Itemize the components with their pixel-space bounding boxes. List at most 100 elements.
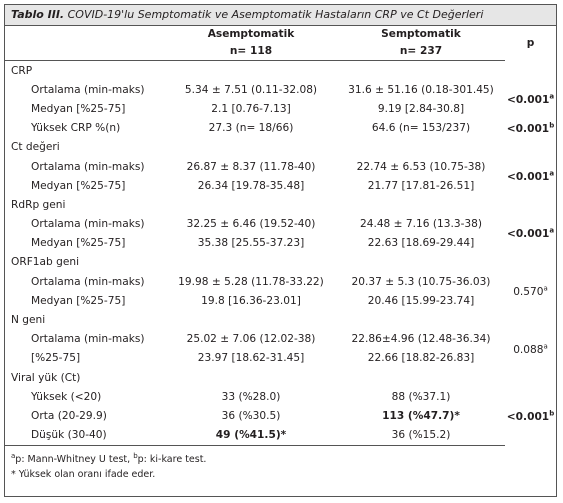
p-value: <0.001a	[506, 92, 555, 107]
cell: 9.19 [2.84-30.8]	[377, 102, 465, 115]
cell: 22.74 ± 6.53 (10.75-38)	[356, 160, 486, 173]
row-label: Ortalama (min-maks)	[31, 218, 145, 231]
row-label: Medyan [%25-75]	[31, 237, 126, 250]
cell: 22.86±4.96 (12.48-36.34)	[351, 333, 491, 346]
title-text: COVID-19'lu Semptomatik ve Asemptomatik …	[67, 8, 484, 21]
row-label: Yüksek CRP %(n)	[31, 122, 121, 135]
cell: 64.6 (n= 153/237)	[371, 122, 471, 135]
cell: 22.66 [18.82-26.83]	[367, 352, 475, 365]
p-cell: 0.088a	[505, 330, 556, 368]
row-label: Medyan [%25-75]	[31, 294, 126, 307]
data-row: Düşük (30-40) 49 (%41.5)* 36 (%15.2)	[5, 425, 556, 446]
section-row: Ct değeri	[5, 138, 556, 157]
data-row: [%25-75] 23.97 [18.62-31.45] 22.66 [18.82-…	[5, 349, 556, 368]
section-row: CRP	[5, 61, 556, 81]
p-value: 0.088a	[513, 342, 548, 356]
row-label: Ortalama (min-maks)	[31, 83, 145, 96]
p-cell: <0.001a	[505, 80, 556, 118]
row-label: Ortalama (min-maks)	[31, 160, 145, 173]
p-sup: a	[549, 169, 555, 178]
cell: 26.34 [19.78-35.48]	[197, 179, 305, 192]
cell: 31.6 ± 51.16 (0.18-301.45)	[348, 83, 494, 96]
col-header: Asemptomatik	[207, 28, 295, 40]
cell: 27.3 (n= 18/66)	[208, 122, 294, 135]
cell: 5.34 ± 7.51 (0.11-32.08)	[184, 83, 318, 96]
data-row: Ortalama (min-maks) 25.02 ± 7.06 (12.02-3…	[5, 330, 556, 355]
cell: 36 (%15.2)	[337, 425, 505, 446]
row-label: Medyan [%25-75]	[31, 179, 126, 192]
footnote-text: * Yüksek olan oranı ifade eder.	[11, 468, 156, 480]
p-sup: b	[549, 121, 555, 130]
footnote-text: p: Mann-Whitney U test,	[15, 453, 134, 465]
table-body: CRP Ortalama (min-maks) 5.34 ± 7.51 (0.11-…	[5, 61, 556, 446]
p-header: p	[526, 36, 535, 49]
title-bar: Tablo III. COVID-19'lu Semptomatik ve As…	[5, 5, 556, 26]
p-value: 0.570a	[513, 284, 548, 299]
cell: 33 (%28.0)	[221, 390, 281, 403]
row-label: Ortalama (min-maks)	[31, 275, 145, 288]
p-cell: <0.001b	[505, 119, 556, 138]
row-label: [%25-75]	[31, 352, 81, 365]
footnote: ap: Mann-Whitney U test, bp: ki-kare tes…	[11, 449, 550, 467]
cell: 22.63 [18.69-29.44]	[367, 237, 475, 250]
cell-text: 113 (%47.7)*	[382, 409, 460, 422]
footnote-sup: b	[133, 451, 138, 460]
cell: 26.87 ± 8.37 (11.78-40)	[186, 160, 316, 173]
col-n: n= 237	[337, 43, 505, 61]
footnotes: ap: Mann-Whitney U test, bp: ki-kare tes…	[5, 446, 556, 485]
p-sup: a	[543, 342, 548, 351]
p-cell: <0.001b	[505, 387, 556, 445]
data-row: Medyan [%25-75] 35.38 [25.55-37.23] 22.63 …	[5, 234, 556, 253]
cell: 19.98 ± 5.28 (11.78-33.22)	[178, 275, 324, 288]
section-row: RdRp geni	[5, 195, 556, 214]
section-label: CRP	[11, 64, 33, 77]
p-sup: a	[543, 284, 548, 293]
cell: 36 (%30.5)	[221, 409, 281, 422]
footnote-text: p: ki-kare test.	[137, 453, 207, 465]
section-label: Viral yük (Ct)	[11, 371, 81, 384]
data-row: Medyan [%25-75] 26.34 [19.78-35.48] 21.77 …	[5, 176, 556, 195]
p-sup: b	[549, 409, 555, 418]
section-label: RdRp geni	[11, 198, 66, 211]
title-label: Tablo III.	[11, 8, 65, 21]
row-label: Düşük (30-40)	[5, 425, 165, 446]
p-value: <0.001b	[506, 121, 555, 135]
data-row: Yüksek (<20) 33 (%28.0) 88 (%37.1) <0.001b	[5, 387, 556, 423]
cell: 113 (%47.7)*	[337, 406, 505, 425]
cell: 23.97 [18.62-31.45]	[197, 352, 305, 365]
footnote: * Yüksek olan oranı ifade eder.	[11, 467, 550, 482]
col-n: n= 118	[165, 43, 337, 61]
section-label: ORF1ab geni	[11, 256, 80, 269]
cell: 21.77 [17.81-26.51]	[367, 179, 475, 192]
data-row: Yüksek CRP %(n) 27.3 (n= 18/66) 64.6 (n= 1…	[5, 119, 556, 138]
p-cell: <0.001a	[505, 215, 556, 253]
data-row: Medyan [%25-75] 19.8 [16.36-23.01] 20.46 […	[5, 291, 556, 310]
section-label: N geni	[11, 314, 46, 327]
row-label: Ortalama (min-maks)	[31, 333, 145, 346]
p-sup: a	[549, 92, 555, 101]
p-value: <0.001a	[506, 169, 555, 183]
section-row: ORF1ab geni	[5, 253, 556, 272]
table: Asemptomatik Semptomatik p n= 118 n= 237 CR…	[5, 26, 556, 446]
row-label: Yüksek (<20)	[31, 390, 102, 403]
col-header: Semptomatik	[381, 28, 461, 40]
row-label: Orta (20-29.9)	[31, 409, 107, 422]
p-cell: 0.570a	[505, 272, 556, 310]
section-label: Ct değeri	[11, 141, 60, 154]
data-row: Ortalama (min-maks) 32.25 ± 6.46 (19.52-4…	[5, 215, 556, 240]
p-value: <0.001b	[506, 409, 555, 423]
cell: 35.38 [25.55-37.23]	[197, 237, 305, 250]
cell: 20.37 ± 5.3 (10.75-36.03)	[351, 275, 491, 288]
cell: 2.1 [0.76-7.13]	[211, 102, 291, 115]
data-row: Ortalama (min-maks) 19.98 ± 5.28 (11.78-3…	[5, 272, 556, 298]
data-row: Medyan [%25-75] 2.1 [0.76-7.13] 9.19 [2.84…	[5, 99, 556, 118]
cell-text: 49 (%41.5)*	[215, 429, 287, 442]
section-row: Viral yük (Ct)	[5, 368, 556, 387]
p-value: <0.001a	[506, 226, 555, 241]
cell: 19.8 [16.36-23.01]	[201, 294, 301, 307]
cell: 49 (%41.5)*	[165, 425, 337, 446]
data-row: Ortalama (min-maks) 5.34 ± 7.51 (0.11-32.…	[5, 80, 556, 106]
p-cell: <0.001a	[505, 157, 556, 195]
cell: 32.25 ± 6.46 (19.52-40)	[186, 218, 316, 231]
cell: 88 (%37.1)	[391, 390, 451, 403]
